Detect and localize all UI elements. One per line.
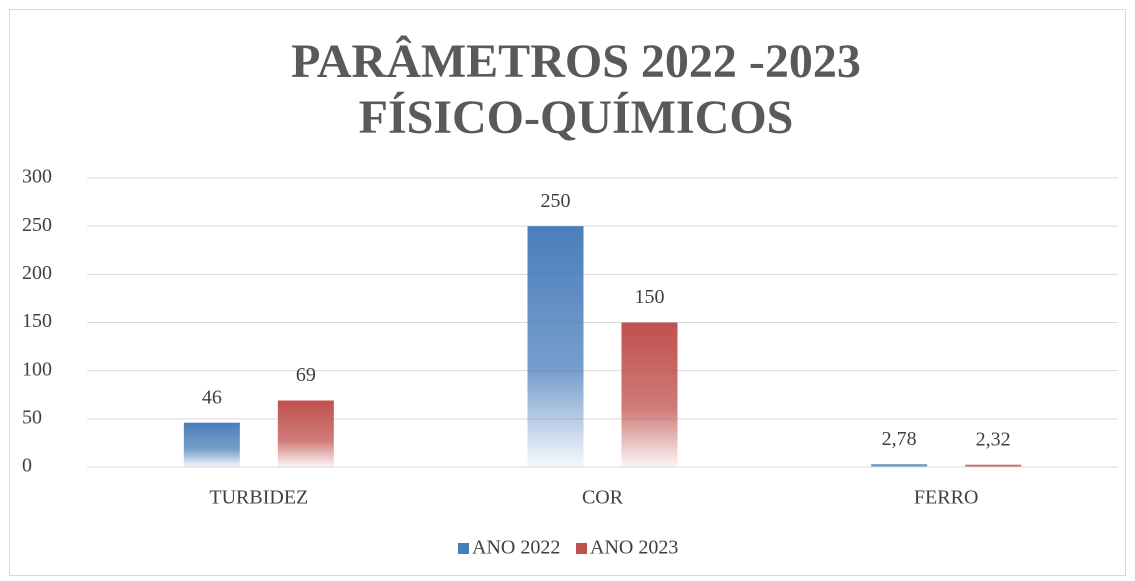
data-label: 69 bbox=[296, 364, 316, 386]
bar bbox=[965, 464, 1022, 467]
y-tick-label: 250 bbox=[22, 214, 52, 236]
legend-swatch bbox=[576, 543, 587, 554]
y-tick-label: 100 bbox=[22, 358, 52, 380]
data-label: 150 bbox=[635, 286, 665, 308]
legend-label: ANO 2023 bbox=[590, 537, 678, 559]
x-tick-label: COR bbox=[582, 487, 624, 509]
x-tick-label: FERRO bbox=[914, 487, 978, 509]
data-label: 2,78 bbox=[882, 428, 917, 450]
x-tick-label: TURBIDEZ bbox=[209, 487, 308, 509]
chart-title: FÍSICO-QUÍMICOS bbox=[359, 91, 794, 144]
legend-swatch bbox=[458, 543, 469, 554]
y-tick-label: 200 bbox=[22, 262, 52, 284]
y-tick-label: 50 bbox=[22, 406, 42, 428]
data-label: 46 bbox=[202, 386, 222, 408]
y-tick-label: 300 bbox=[22, 166, 52, 188]
bar bbox=[621, 322, 678, 467]
data-label: 2,32 bbox=[976, 428, 1011, 450]
chart-title: PARÂMETROS 2022 -2023 bbox=[291, 34, 861, 88]
bar bbox=[183, 422, 240, 467]
bar bbox=[871, 464, 928, 467]
y-tick-label: 0 bbox=[22, 455, 32, 477]
bar bbox=[277, 400, 334, 467]
data-label: 250 bbox=[541, 190, 571, 212]
bar bbox=[527, 226, 584, 467]
y-tick-label: 150 bbox=[22, 310, 52, 332]
legend-label: ANO 2022 bbox=[472, 537, 560, 559]
